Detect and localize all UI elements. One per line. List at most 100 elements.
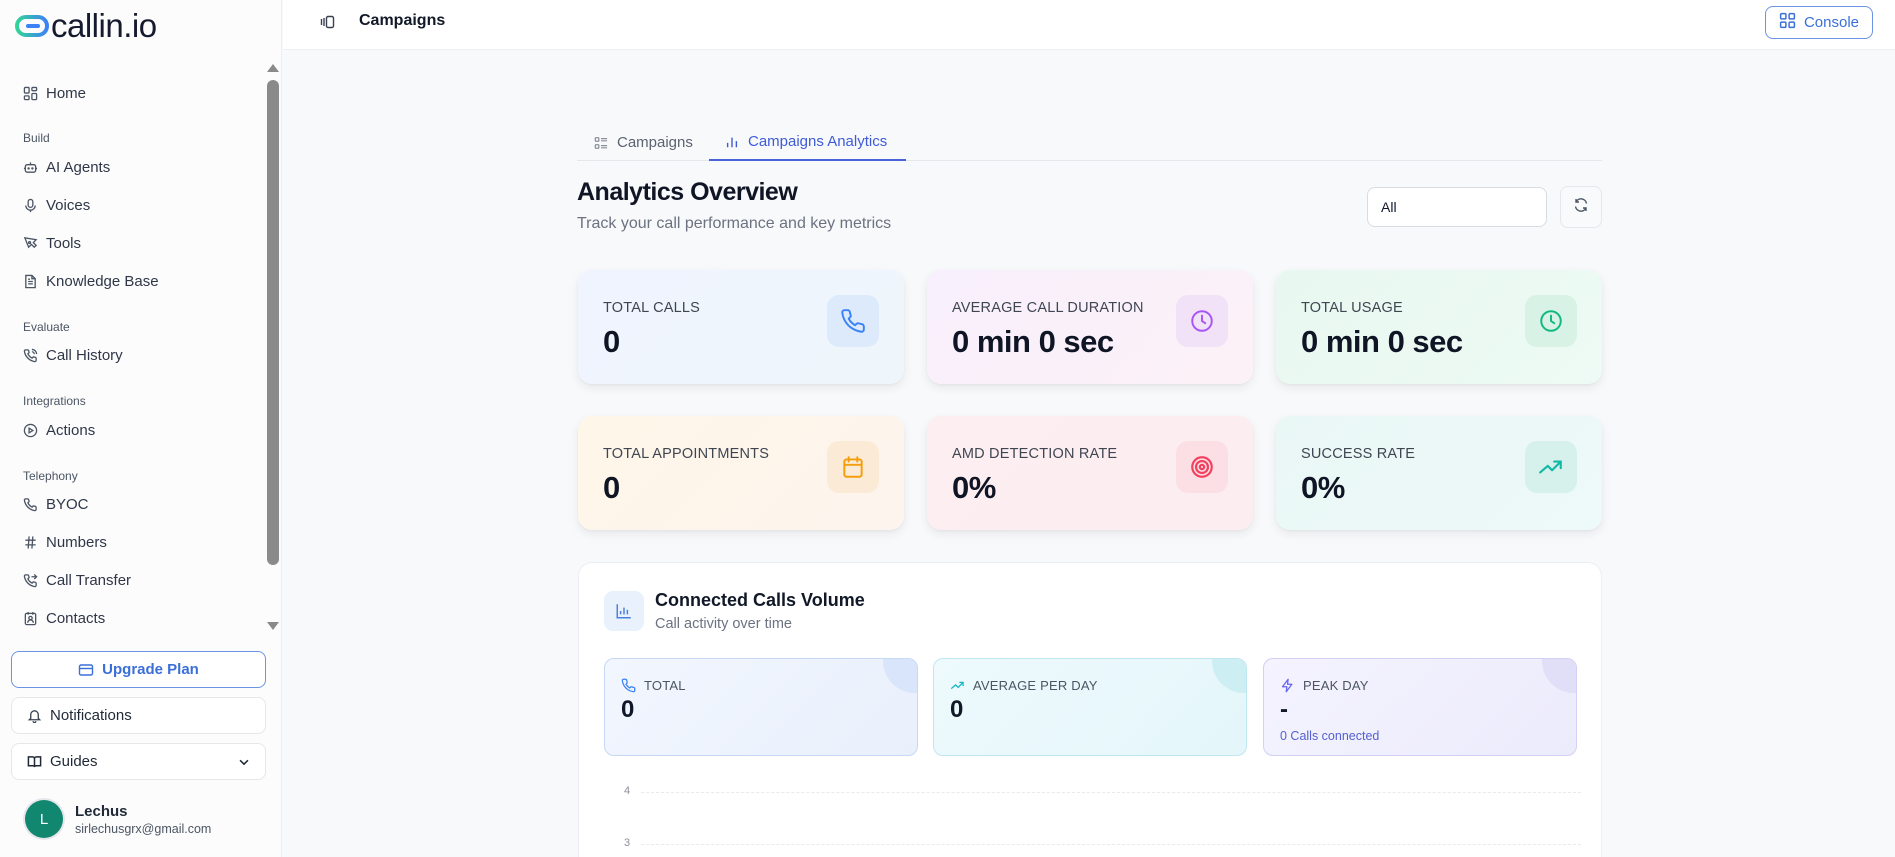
- metric-value: 0 min 0 sec: [952, 324, 1114, 359]
- sidebar-item-ai-agents[interactable]: AI Agents: [22, 156, 110, 178]
- stat-card-average-per-day: AVERAGE PER DAY 0: [933, 658, 1247, 756]
- notifications-label: Notifications: [50, 707, 132, 724]
- book-open-icon: [26, 754, 42, 770]
- bar-chart-icon: [604, 591, 644, 631]
- metric-value: 0: [603, 470, 620, 505]
- sidebar-item-label: Tools: [46, 234, 82, 252]
- sidebar-item-call-history[interactable]: Call History: [22, 344, 123, 366]
- sidebar-item-byoc[interactable]: BYOC: [22, 493, 89, 515]
- tab-campaigns[interactable]: Campaigns: [594, 124, 693, 161]
- sidebar-item-label: Knowledge Base: [46, 272, 159, 290]
- stat-value: -: [1280, 696, 1288, 723]
- sidebar-scrollbar[interactable]: [264, 62, 280, 630]
- metric-card-total-appointments: TOTAL APPOINTMENTS 0: [578, 416, 904, 530]
- metric-label: AVERAGE CALL DURATION: [952, 300, 1144, 316]
- campaign-filter-select[interactable]: All: [1367, 187, 1547, 227]
- topbar: Campaigns Console: [283, 0, 1895, 50]
- grid-icon: [22, 85, 38, 101]
- sidebar-item-label: Actions: [46, 421, 96, 439]
- scrollbar-thumb[interactable]: [267, 80, 279, 565]
- target-icon: [1176, 441, 1228, 493]
- sidebar-item-numbers[interactable]: Numbers: [22, 531, 107, 553]
- sidebar-item-label: AI Agents: [46, 158, 111, 176]
- sidebar-item-tools[interactable]: Tools: [22, 232, 81, 254]
- chevron-down-icon: [237, 755, 251, 773]
- list-icon: [594, 136, 608, 150]
- sidebar-item-label: Voices: [46, 196, 91, 214]
- console-button[interactable]: Console: [1765, 6, 1873, 39]
- sidebar-item-label: Numbers: [46, 533, 107, 551]
- trending-up-icon: [1525, 441, 1577, 493]
- file-text-icon: [22, 273, 38, 289]
- refresh-icon: [1573, 197, 1589, 218]
- scroll-up-arrow-icon[interactable]: [267, 64, 279, 72]
- user-profile[interactable]: L Lechus sirlechusgrx@gmail.com: [25, 800, 211, 838]
- mic-icon: [22, 197, 38, 213]
- sidebar-item-label: Call History: [46, 346, 123, 364]
- stat-note: 0 Calls connected: [1280, 729, 1380, 743]
- metric-card-total-usage: TOTAL USAGE 0 min 0 sec: [1276, 270, 1602, 384]
- stat-label: AVERAGE PER DAY: [973, 677, 1098, 693]
- guides-label: Guides: [50, 753, 98, 770]
- calendar-icon: [827, 441, 879, 493]
- upgrade-plan-label: Upgrade Plan: [102, 661, 199, 678]
- user-email: sirlechusgrx@gmail.com: [75, 821, 212, 836]
- filter-value: All: [1381, 199, 1397, 215]
- credit-card-icon: [78, 662, 94, 678]
- sidebar-nav: Home Build AI Agents Voices Tools Knowle…: [0, 60, 262, 630]
- sidebar-item-voices[interactable]: Voices: [22, 194, 90, 216]
- section-telephony: Telephony: [23, 469, 78, 483]
- section-evaluate: Evaluate: [23, 320, 70, 334]
- sidebar-item-home[interactable]: Home: [22, 82, 86, 104]
- metric-label: TOTAL USAGE: [1301, 300, 1403, 316]
- sidebar-item-label: Home: [46, 84, 87, 102]
- metric-value: 0%: [952, 470, 996, 505]
- tab-label: Campaigns: [617, 134, 693, 151]
- refresh-button[interactable]: [1560, 186, 1602, 228]
- guides-dropdown[interactable]: Guides: [11, 743, 266, 780]
- avatar: L: [25, 800, 63, 838]
- phone-call-icon: [22, 347, 38, 363]
- stat-card-peak-day: PEAK DAY - 0 Calls connected: [1263, 658, 1577, 756]
- tab-label: Campaigns Analytics: [748, 133, 888, 150]
- sidebar: callin.io Home Build AI Agents Voices To…: [0, 0, 282, 857]
- metric-card-average-call-duration: AVERAGE CALL DURATION 0 min 0 sec: [927, 270, 1253, 384]
- sidebar-item-call-transfer[interactable]: Call Transfer: [22, 569, 131, 591]
- sidebar-item-contacts[interactable]: Contacts: [22, 607, 105, 629]
- sidebar-item-label: BYOC: [46, 495, 89, 513]
- grid-icon: [1779, 12, 1796, 33]
- sidebar-item-label: Contacts: [46, 609, 106, 627]
- sidebar-item-knowledge-base[interactable]: Knowledge Base: [22, 270, 159, 292]
- metric-label: TOTAL APPOINTMENTS: [603, 446, 770, 462]
- metric-label: SUCCESS RATE: [1301, 446, 1416, 462]
- clock-icon: [1525, 295, 1577, 347]
- logo[interactable]: callin.io: [15, 7, 157, 44]
- phone-icon: [22, 496, 38, 512]
- clock-icon: [1176, 295, 1228, 347]
- section-build: Build: [23, 131, 50, 145]
- metric-value: 0: [603, 324, 620, 359]
- panel-title: Connected Calls Volume: [655, 590, 865, 610]
- panel-subtitle: Call activity over time: [655, 616, 792, 632]
- metric-label: TOTAL CALLS: [603, 300, 701, 316]
- analytics-overview-subtitle: Track your call performance and key metr…: [577, 215, 892, 232]
- bot-icon: [22, 159, 38, 175]
- stat-card-total: TOTAL 0: [604, 658, 918, 756]
- user-name: Lechus: [75, 802, 128, 820]
- bar-chart-icon: [725, 135, 739, 149]
- sidebar-item-actions[interactable]: Actions: [22, 419, 95, 441]
- trending-up-icon: [950, 677, 966, 693]
- tab-campaigns-analytics[interactable]: Campaigns Analytics: [709, 124, 906, 161]
- metric-value: 0%: [1301, 470, 1345, 505]
- scroll-down-arrow-icon[interactable]: [267, 622, 279, 630]
- phone-icon: [827, 295, 879, 347]
- sidebar-item-label: Call Transfer: [46, 571, 132, 589]
- play-circle-icon: [22, 422, 38, 438]
- notifications-button[interactable]: Notifications: [11, 697, 266, 734]
- hash-icon: [22, 534, 38, 550]
- upgrade-plan-button[interactable]: Upgrade Plan: [11, 651, 266, 688]
- stat-label: TOTAL: [644, 677, 686, 693]
- metric-card-total-calls: TOTAL CALLS 0: [578, 270, 904, 384]
- sidebar-toggle-icon[interactable]: [320, 14, 336, 30]
- logo-text: callin.io: [51, 7, 157, 44]
